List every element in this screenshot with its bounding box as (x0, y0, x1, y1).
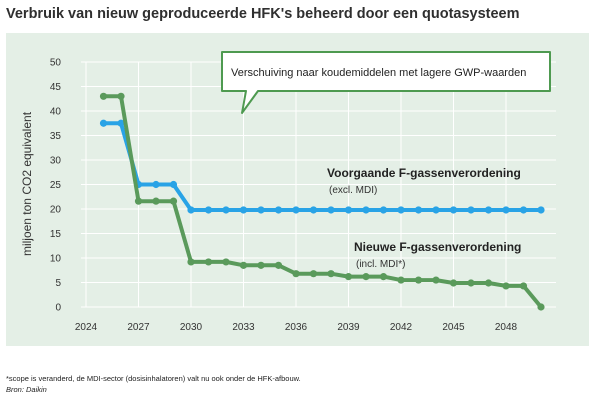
data-point-2 (187, 258, 195, 266)
data-point-2 (239, 261, 248, 269)
data-point-2 (257, 261, 265, 269)
data-point-2 (397, 276, 405, 284)
data-point-1 (362, 206, 370, 214)
data-point-1 (292, 206, 300, 214)
x-tick-label: 2027 (127, 322, 150, 333)
data-point-1 (222, 206, 230, 214)
data-point-2 (484, 279, 493, 287)
data-point-2 (222, 258, 230, 266)
y-axis-label: miljoen ton CO2 equivalent (20, 111, 34, 256)
data-point-1 (152, 180, 160, 189)
source-note: Bron: Daikin (6, 385, 47, 394)
data-point-2 (134, 197, 143, 205)
data-point-1 (484, 206, 493, 214)
data-point-1 (169, 180, 178, 189)
x-tick-label: 2045 (442, 322, 465, 333)
data-point-1 (519, 206, 528, 214)
data-point-1 (449, 206, 458, 214)
data-point-2 (519, 282, 528, 290)
series-sublabel-1: (excl. MDI) (329, 185, 377, 196)
data-point-2 (467, 279, 475, 287)
data-point-1 (99, 119, 108, 127)
x-tick-label: 2033 (232, 322, 255, 333)
y-tick-label: 5 (55, 278, 61, 289)
data-point-1 (502, 206, 510, 214)
data-point-1 (204, 206, 213, 214)
data-point-2 (292, 270, 300, 278)
data-point-2 (327, 270, 335, 278)
x-tick-label: 2036 (285, 322, 308, 333)
data-point-1 (397, 206, 405, 214)
data-point-1 (257, 206, 265, 214)
data-point-1 (327, 206, 335, 214)
data-point-2 (152, 197, 160, 205)
data-point-1 (467, 206, 475, 214)
annotation-callout (221, 51, 551, 114)
x-tick-label: 2039 (337, 322, 360, 333)
data-point-2 (117, 92, 125, 100)
x-tick-label: 2024 (75, 322, 98, 333)
series-label-2: Nieuwe F-gassenverordening (354, 240, 521, 254)
series-line-2 (101, 94, 543, 309)
footnote: *scope is veranderd, de MDI-sector (dosi… (6, 374, 301, 383)
y-tick-label: 40 (50, 107, 62, 118)
y-tick-label: 20 (50, 205, 62, 216)
data-point-2 (502, 282, 510, 290)
chart-title: Verbruik van nieuw geproduceerde HFK's b… (6, 6, 520, 22)
data-point-2 (344, 273, 353, 281)
data-point-2 (414, 276, 423, 284)
data-point-1 (379, 206, 388, 214)
data-point-1 (344, 206, 353, 214)
data-point-2 (379, 273, 388, 281)
data-point-1 (309, 206, 318, 214)
series-label-1: Voorgaande F-gassenverordening (327, 166, 521, 180)
data-point-2 (432, 276, 440, 284)
data-point-2 (537, 303, 545, 311)
y-tick-label: 25 (50, 180, 62, 191)
y-tick-label: 15 (50, 229, 62, 240)
x-tick-label: 2042 (390, 322, 413, 333)
data-point-2 (362, 273, 370, 281)
data-point-2 (99, 92, 108, 100)
data-point-2 (449, 279, 458, 287)
data-point-1 (414, 206, 423, 214)
y-tick-label: 0 (55, 303, 61, 314)
data-point-1 (117, 119, 125, 127)
data-point-2 (274, 261, 283, 269)
data-point-1 (187, 206, 195, 214)
series-sublabel-2: (incl. MDI*) (356, 259, 405, 270)
chart-panel: 0 5 10 15 20 25 30 35 40 45 50 2024 2027 2030 2033 2036… (6, 33, 589, 346)
data-point-2 (169, 197, 178, 205)
data-point-1 (239, 206, 248, 214)
y-tick-label: 35 (50, 131, 62, 142)
annotation-text: Verschuiving naar koudemiddelen met lage… (231, 67, 526, 79)
data-point-1 (432, 206, 440, 214)
data-point-1 (274, 206, 283, 214)
x-tick-label: 2048 (495, 322, 518, 333)
x-tick-label: 2030 (180, 322, 203, 333)
y-tick-label: 50 (50, 58, 62, 69)
y-tick-label: 30 (50, 156, 62, 167)
y-tick-label: 10 (50, 254, 62, 265)
data-point-2 (309, 270, 318, 278)
y-tick-label: 45 (50, 82, 62, 93)
line-chart: 0 5 10 15 20 25 30 35 40 45 50 2024 2027 2030 2033 2036… (20, 51, 556, 333)
data-point-1 (537, 206, 545, 214)
data-point-2 (204, 258, 213, 266)
